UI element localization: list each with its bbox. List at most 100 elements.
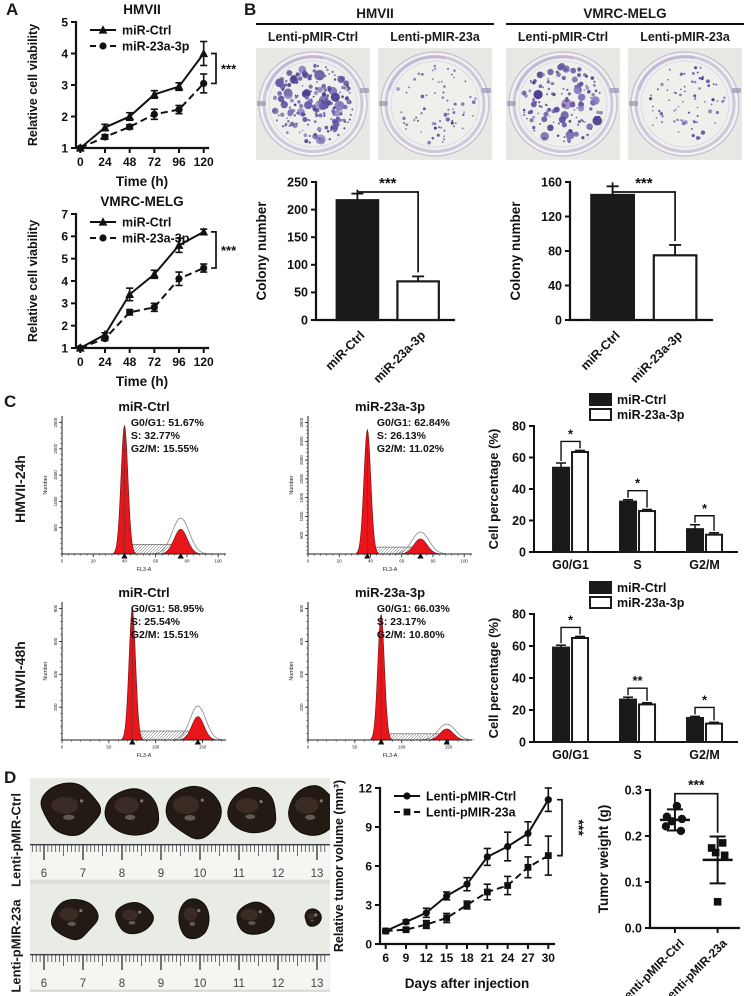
svg-text:Relative tumor volume (mm³): Relative tumor volume (mm³): [332, 780, 346, 952]
svg-text:24: 24: [98, 355, 112, 369]
svg-text:***: ***: [688, 777, 705, 793]
svg-text:100: 100: [215, 559, 223, 564]
svg-text:600: 600: [299, 637, 304, 645]
svg-text:0: 0: [77, 355, 84, 369]
svg-text:80: 80: [512, 419, 526, 433]
svg-text:0: 0: [519, 735, 526, 749]
colony-well-vmrc-ctrl: [506, 48, 620, 160]
svg-text:5: 5: [61, 252, 68, 266]
chart-c-flow-48-23a-svg: 200 400 600 800 0 50 100 150 miR-23a-3p G0/G1: 66…: [289, 585, 475, 759]
svg-text:0: 0: [307, 745, 310, 750]
svg-text:11: 11: [233, 978, 245, 990]
svg-text:**: **: [632, 673, 643, 688]
flow-histogram-48h-ctrl: 200 400 600 800 0 50 100 150 miR-Ctrl G0/G1: 58.9…: [36, 585, 234, 764]
svg-text:***: ***: [635, 175, 653, 192]
svg-text:13: 13: [311, 978, 324, 990]
svg-text:8: 8: [119, 978, 125, 990]
svg-text:Relative cell viability: Relative cell viability: [26, 220, 40, 342]
svg-text:S: S: [633, 558, 641, 572]
svg-text:9: 9: [403, 951, 410, 965]
colony-well-hmvii-23a: [378, 48, 492, 160]
svg-text:1000: 1000: [53, 496, 58, 506]
svg-text:24: 24: [98, 155, 112, 169]
panel-label-c: C: [4, 392, 17, 411]
colony-well-svg: [628, 48, 742, 160]
svg-text:S: 26.13%: S: 26.13%: [377, 430, 427, 442]
svg-text:miR-Ctrl: miR-Ctrl: [617, 393, 666, 407]
colony-group-title-vmrc: VMRC-MELG: [506, 6, 744, 25]
svg-text:15: 15: [440, 951, 454, 965]
svg-text:Number: Number: [43, 661, 49, 680]
vmrc-colony-bar-chart: 0 40 80 120 160 miR-Ctrl miR-23a-3p *** Colony n…: [504, 162, 748, 392]
svg-text:200: 200: [299, 703, 304, 711]
svg-text:200: 200: [53, 703, 58, 711]
svg-text:miR-23a-3p: miR-23a-3p: [617, 408, 685, 422]
svg-text:60: 60: [512, 451, 526, 465]
svg-text:2000: 2000: [53, 443, 58, 453]
svg-text:250: 250: [287, 175, 308, 189]
svg-text:S: 25.54%: S: 25.54%: [131, 616, 181, 628]
chart-b-colony-hmvii-svg: 0 50 100 150 200 250 miR-Ctrl miR-23a-3p *** Colo…: [254, 175, 456, 386]
svg-text:48: 48: [123, 155, 137, 169]
svg-text:50: 50: [106, 745, 111, 750]
svg-text:S: 32.77%: S: 32.77%: [131, 430, 181, 442]
svg-text:S: 23.17%: S: 23.17%: [377, 616, 427, 628]
svg-text:Tumor weight (g): Tumor weight (g): [596, 805, 611, 913]
svg-text:Relative cell viability: Relative cell viability: [26, 24, 40, 146]
svg-text:0: 0: [301, 313, 308, 327]
svg-text:Number: Number: [289, 661, 295, 680]
svg-text:6: 6: [365, 859, 372, 873]
panel-label-a: A: [6, 0, 19, 19]
svg-text:miR-23a-3p: miR-23a-3p: [628, 328, 686, 386]
svg-text:96: 96: [172, 155, 186, 169]
chart-a-vmrc-svg: 1 2 3 4 5 6 7 0 24 48 72 96 120 VMRC-MELG Relative cel…: [26, 194, 237, 389]
tumor-photo-row-label-ctrl: Lenti-pMIR-Ctrl: [8, 793, 24, 887]
svg-text:Cell percentage (%): Cell percentage (%): [486, 618, 501, 739]
svg-text:40: 40: [512, 671, 526, 685]
svg-text:80: 80: [512, 607, 526, 621]
svg-text:3000: 3000: [299, 436, 304, 446]
svg-text:60: 60: [153, 559, 158, 564]
svg-text:G2/M: G2/M: [689, 558, 720, 572]
svg-text:96: 96: [172, 355, 186, 369]
svg-text:miR-Ctrl: miR-Ctrl: [118, 585, 169, 600]
svg-text:80: 80: [431, 559, 436, 564]
svg-text:800: 800: [299, 604, 304, 612]
chart-d-weight-svg: 0.00.10.20.3Lenti-pMIR-CtrlLenti-pMIR-23…: [596, 777, 741, 996]
svg-text:4: 4: [61, 274, 68, 288]
svg-text:20: 20: [91, 559, 96, 564]
svg-text:12: 12: [359, 781, 373, 795]
svg-text:100: 100: [398, 745, 406, 750]
svg-text:30: 30: [542, 951, 556, 965]
svg-text:2000: 2000: [299, 473, 304, 483]
panel-label-b: B: [244, 0, 257, 19]
svg-text:*: *: [635, 476, 641, 491]
svg-text:Lenti-pMIR-23a: Lenti-pMIR-23a: [426, 806, 517, 820]
svg-text:G2/M: G2/M: [689, 748, 720, 762]
svg-text:***: ***: [221, 61, 237, 76]
svg-text:20: 20: [337, 559, 342, 564]
svg-text:miR-23a-3p: miR-23a-3p: [355, 585, 425, 600]
svg-text:miR-23a-3p: miR-23a-3p: [617, 596, 685, 610]
well-label-vmrc-23a: Lenti-pMIR-23a: [640, 30, 730, 44]
svg-text:9: 9: [365, 820, 372, 834]
svg-text:7: 7: [80, 868, 86, 880]
svg-text:1: 1: [61, 141, 68, 155]
svg-text:40: 40: [368, 559, 373, 564]
svg-text:80: 80: [548, 244, 562, 258]
svg-text:*: *: [702, 692, 708, 707]
svg-text:400: 400: [53, 670, 58, 678]
svg-text:Colony number: Colony number: [254, 201, 269, 301]
svg-text:5: 5: [61, 15, 68, 29]
well-label-hmvii-23a: Lenti-pMIR-23a: [390, 30, 480, 44]
svg-text:100: 100: [152, 745, 160, 750]
svg-text:G0/G1: 66.03%: G0/G1: 66.03%: [377, 603, 451, 615]
svg-text:miR-Ctrl: miR-Ctrl: [118, 399, 169, 414]
svg-text:***: ***: [221, 243, 237, 258]
svg-text:6: 6: [41, 868, 47, 880]
svg-text:800: 800: [53, 604, 58, 612]
svg-text:miR-Ctrl: miR-Ctrl: [122, 24, 171, 38]
flow-histogram-48h-23a: 200 400 600 800 0 50 100 150 miR-23a-3p G0/G1: 66…: [282, 585, 480, 764]
svg-text:3500: 3500: [299, 417, 304, 427]
